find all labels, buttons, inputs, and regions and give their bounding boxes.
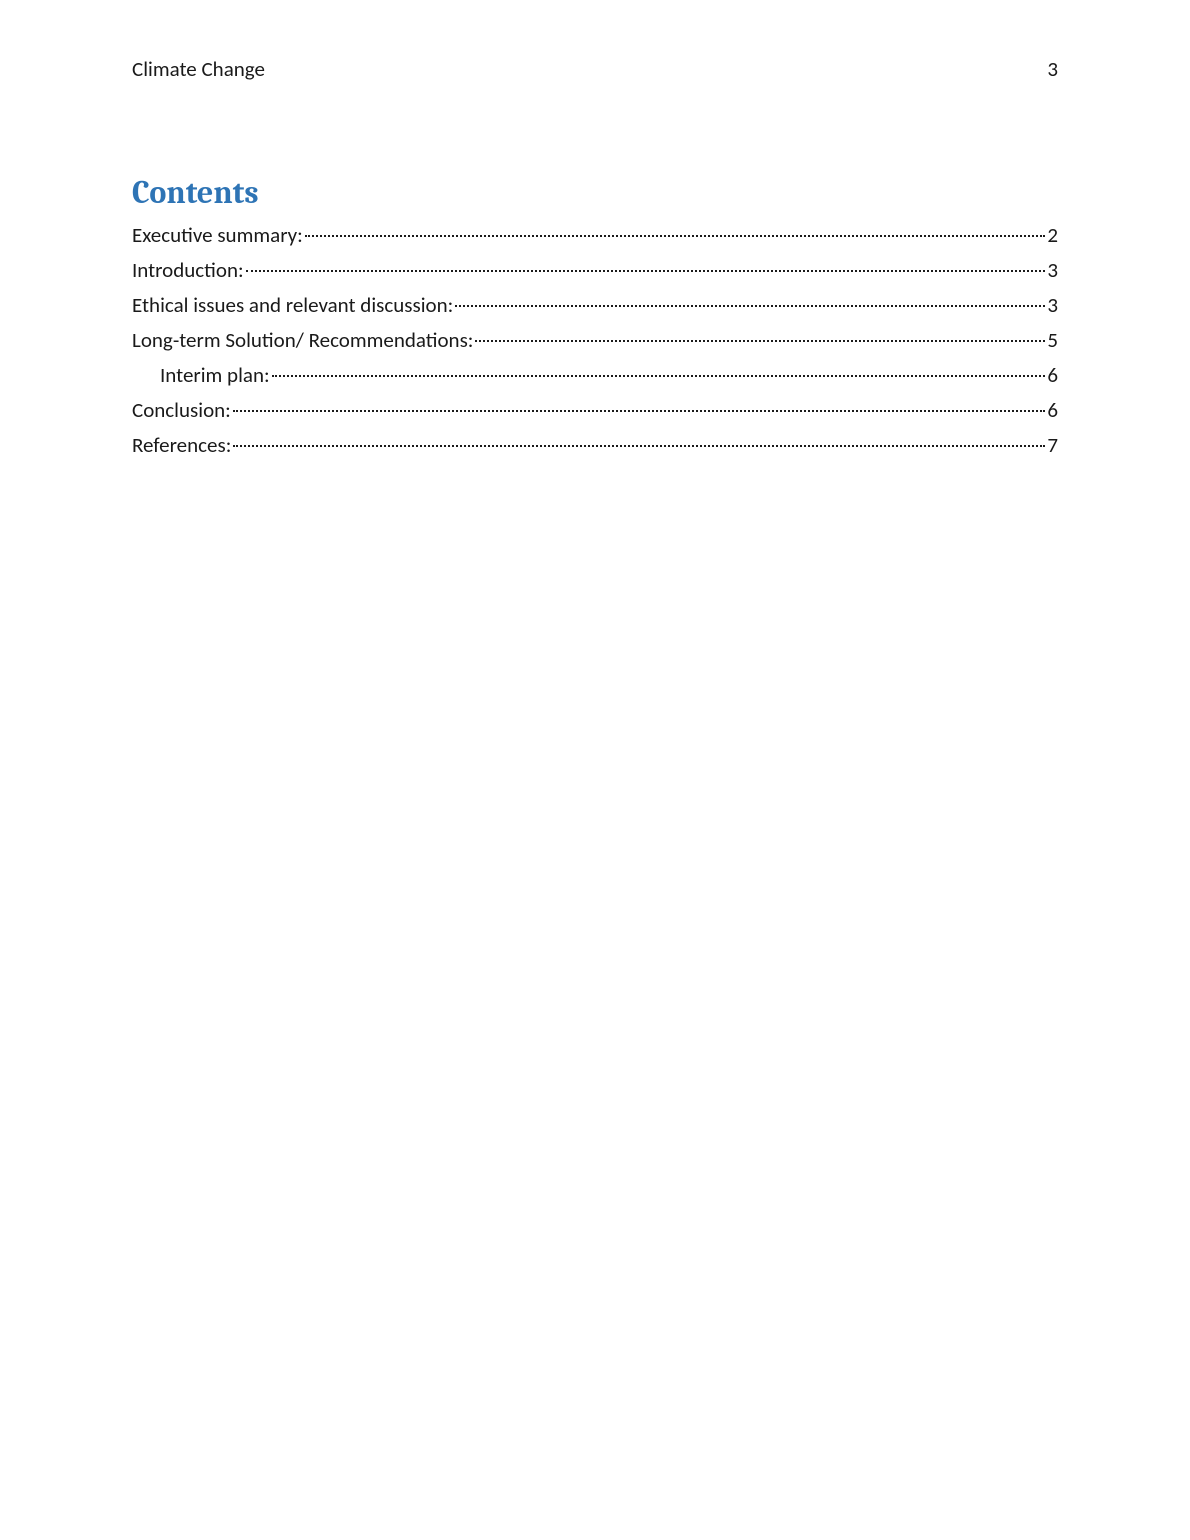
toc-entry[interactable]: References: 7 — [132, 435, 1058, 456]
toc-leader-dots — [272, 375, 1046, 377]
toc-entry-label: Long-term Solution/ Recommendations: — [132, 330, 473, 351]
toc-leader-dots — [233, 410, 1046, 412]
toc-entry-page: 7 — [1047, 435, 1058, 456]
table-of-contents: Executive summary: 2 Introduction: 3 Eth… — [132, 225, 1058, 456]
document-page: Climate Change 3 Contents Executive summ… — [0, 0, 1190, 456]
header-page-number: 3 — [1047, 56, 1058, 82]
header-title: Climate Change — [132, 56, 265, 82]
toc-entry-label: References: — [132, 435, 231, 456]
toc-entry[interactable]: Conclusion: 6 — [132, 400, 1058, 421]
toc-entry-label: Introduction: — [132, 260, 244, 281]
toc-entry[interactable]: Ethical issues and relevant discussion: … — [132, 295, 1058, 316]
toc-entry[interactable]: Interim plan: 6 — [132, 365, 1058, 386]
toc-entry-page: 5 — [1047, 330, 1058, 351]
toc-leader-dots — [455, 305, 1045, 307]
toc-entry[interactable]: Executive summary: 2 — [132, 225, 1058, 246]
toc-entry-label: Conclusion: — [132, 400, 231, 421]
toc-entry[interactable]: Introduction: 3 — [132, 260, 1058, 281]
toc-entry-label: Ethical issues and relevant discussion: — [132, 295, 453, 316]
toc-entry-label: Executive summary: — [132, 225, 303, 246]
toc-leader-dots — [246, 270, 1046, 272]
toc-entry-page: 6 — [1047, 400, 1058, 421]
contents-heading: Contents — [132, 174, 1058, 211]
toc-leader-dots — [233, 445, 1045, 447]
toc-entry-label: Interim plan: — [160, 365, 270, 386]
toc-entry[interactable]: Long-term Solution/ Recommendations: 5 — [132, 330, 1058, 351]
page-header: Climate Change 3 — [132, 56, 1058, 82]
toc-entry-page: 2 — [1047, 225, 1058, 246]
toc-entry-page: 3 — [1047, 295, 1058, 316]
toc-leader-dots — [305, 235, 1046, 237]
toc-leader-dots — [475, 340, 1045, 342]
toc-entry-page: 3 — [1047, 260, 1058, 281]
toc-entry-page: 6 — [1047, 365, 1058, 386]
